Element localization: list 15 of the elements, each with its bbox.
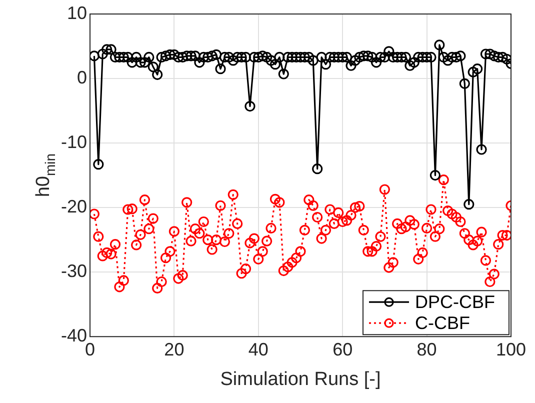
x-tick-label: 40 xyxy=(248,339,268,360)
x-axis-title: Simulation Runs [-] xyxy=(220,368,381,390)
y-tick-label: -30 xyxy=(60,261,87,282)
y-tick-label: -20 xyxy=(60,196,87,217)
y-tick-label: -10 xyxy=(60,132,87,152)
x-tick-label: 60 xyxy=(332,339,353,360)
x-tick-label: 20 xyxy=(164,339,184,360)
y-tick-label: 10 xyxy=(66,2,87,23)
y-tick-label: 0 xyxy=(76,67,87,88)
x-tick-label: 80 xyxy=(416,339,437,360)
legend-label: C-CBF xyxy=(415,313,470,334)
y-axis-title: h0min xyxy=(33,153,58,198)
x-tick-label: 100 xyxy=(496,339,526,360)
legend-label: DPC-CBF xyxy=(415,292,496,312)
y-tick-label: -40 xyxy=(60,326,87,346)
